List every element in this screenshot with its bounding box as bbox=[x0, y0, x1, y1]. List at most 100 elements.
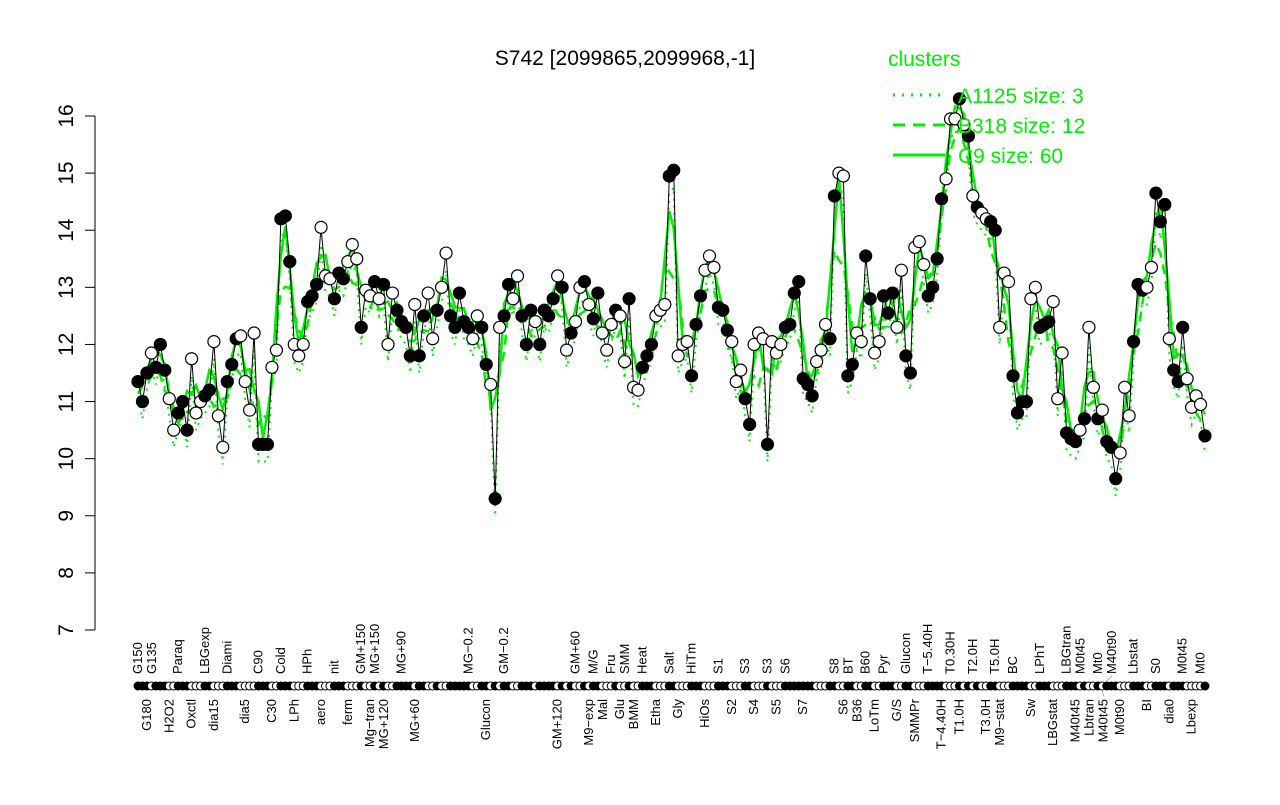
y-tick-label: 8 bbox=[55, 567, 78, 579]
x-tick-label: MG+150 bbox=[367, 624, 382, 674]
data-point bbox=[176, 394, 190, 409]
data-point bbox=[961, 129, 975, 143]
data-point bbox=[283, 255, 297, 269]
x-tick-label: GM−0.2 bbox=[496, 627, 511, 674]
data-point bbox=[640, 349, 654, 363]
data-point bbox=[1109, 472, 1123, 486]
data-point bbox=[885, 286, 900, 300]
data-point bbox=[1055, 346, 1069, 360]
data-point bbox=[296, 337, 310, 352]
data-point bbox=[725, 334, 739, 349]
data-point bbox=[859, 249, 873, 263]
x-tick-label: GM+60 bbox=[568, 631, 583, 674]
x-tick-label: Oxctl bbox=[184, 699, 199, 729]
data-point bbox=[408, 297, 422, 312]
legend-entry-c9: C9 size: 60 bbox=[958, 145, 1063, 168]
data-point bbox=[439, 246, 453, 260]
data-point bbox=[475, 320, 489, 334]
data-point bbox=[952, 92, 967, 106]
x-tick-label: HiTm bbox=[684, 643, 699, 674]
data-point bbox=[658, 297, 672, 312]
x-tick-label: nit bbox=[326, 660, 341, 674]
data-point bbox=[506, 292, 520, 306]
data-points bbox=[131, 92, 1212, 506]
x-tick-label: M0t90 bbox=[1112, 699, 1127, 735]
data-point bbox=[412, 349, 426, 363]
x-tick-label: Lbstat bbox=[1126, 638, 1141, 674]
data-point bbox=[426, 332, 440, 346]
data-point bbox=[1140, 280, 1154, 294]
data-point bbox=[899, 349, 913, 363]
data-point bbox=[644, 337, 659, 352]
data-point bbox=[1010, 406, 1025, 420]
data-point bbox=[202, 383, 217, 397]
x-tick-label: MG+90 bbox=[393, 631, 408, 674]
x-tick-label: M0t45 bbox=[1175, 638, 1190, 674]
data-point bbox=[421, 286, 435, 300]
data-point bbox=[1180, 372, 1194, 386]
x-tick-label: Mal bbox=[595, 699, 610, 720]
data-point bbox=[595, 326, 609, 340]
data-point bbox=[738, 392, 752, 406]
data-point bbox=[381, 337, 395, 352]
data-point bbox=[461, 320, 475, 334]
data-point bbox=[1198, 429, 1212, 443]
cluster-line-c9 bbox=[136, 104, 1207, 457]
data-point bbox=[493, 320, 507, 334]
data-point bbox=[153, 337, 167, 352]
x-tick-label: B36 bbox=[849, 699, 864, 722]
x-tick-label: Heat bbox=[634, 646, 649, 674]
x-tick-label: aero bbox=[313, 699, 328, 725]
y-tick-label: 11 bbox=[55, 391, 78, 413]
x-tick-label: Gly bbox=[670, 699, 685, 719]
data-point bbox=[993, 320, 1007, 334]
data-point bbox=[743, 417, 757, 431]
data-point bbox=[1149, 186, 1163, 200]
x-tick-label: Paraq bbox=[170, 639, 185, 674]
x-tick-label: S3 bbox=[737, 658, 752, 674]
data-point bbox=[823, 332, 837, 346]
data-point bbox=[207, 334, 221, 349]
data-point bbox=[1046, 295, 1060, 309]
data-point bbox=[568, 315, 583, 329]
data-point bbox=[934, 192, 949, 206]
x-tick-label: M/G bbox=[585, 649, 600, 674]
data-point bbox=[604, 317, 618, 332]
y-axis: 7 8 9 10 11 12 13 14 15 16 bbox=[55, 104, 96, 636]
data-point bbox=[189, 406, 203, 420]
data-point bbox=[376, 277, 391, 292]
data-point bbox=[591, 286, 605, 300]
x-tick-label: MG+120 bbox=[376, 699, 391, 749]
data-point bbox=[484, 377, 498, 392]
data-point bbox=[930, 252, 944, 266]
data-point bbox=[372, 292, 386, 306]
data-point bbox=[827, 189, 842, 203]
data-point bbox=[635, 360, 650, 374]
x-axis: G150 G180 G135 H2O2 Paraq Oxctl LBGexp dia15 Dia… bbox=[130, 624, 1210, 749]
legend-title: clusters bbox=[888, 48, 960, 71]
x-tick-label: Mg−tran bbox=[362, 699, 377, 747]
data-point bbox=[1073, 423, 1087, 437]
data-point bbox=[247, 326, 261, 340]
x-tick-label: Diami bbox=[219, 641, 234, 674]
x-tick-leader bbox=[1102, 690, 1104, 697]
data-point bbox=[868, 346, 882, 360]
data-point bbox=[613, 309, 627, 323]
x-tick-label: Glucon bbox=[898, 633, 913, 674]
x-tick-label: Pyr bbox=[876, 654, 891, 674]
x-tick-label: MG+60 bbox=[407, 699, 422, 742]
x-tick-label: HiOs bbox=[697, 699, 712, 728]
data-point bbox=[966, 189, 980, 203]
x-tick-label: S1 bbox=[710, 658, 725, 674]
data-point bbox=[1006, 369, 1020, 383]
data-point bbox=[787, 286, 801, 300]
x-tick-label: H2O2 bbox=[161, 699, 176, 733]
x-tick-label: BI bbox=[1139, 699, 1154, 711]
x-tick-label: BT bbox=[840, 657, 855, 674]
data-point bbox=[519, 337, 534, 352]
x-tick-label: S7 bbox=[795, 699, 810, 715]
data-point bbox=[894, 263, 909, 277]
data-point bbox=[390, 303, 404, 317]
data-point bbox=[783, 317, 797, 332]
data-point bbox=[689, 317, 703, 332]
